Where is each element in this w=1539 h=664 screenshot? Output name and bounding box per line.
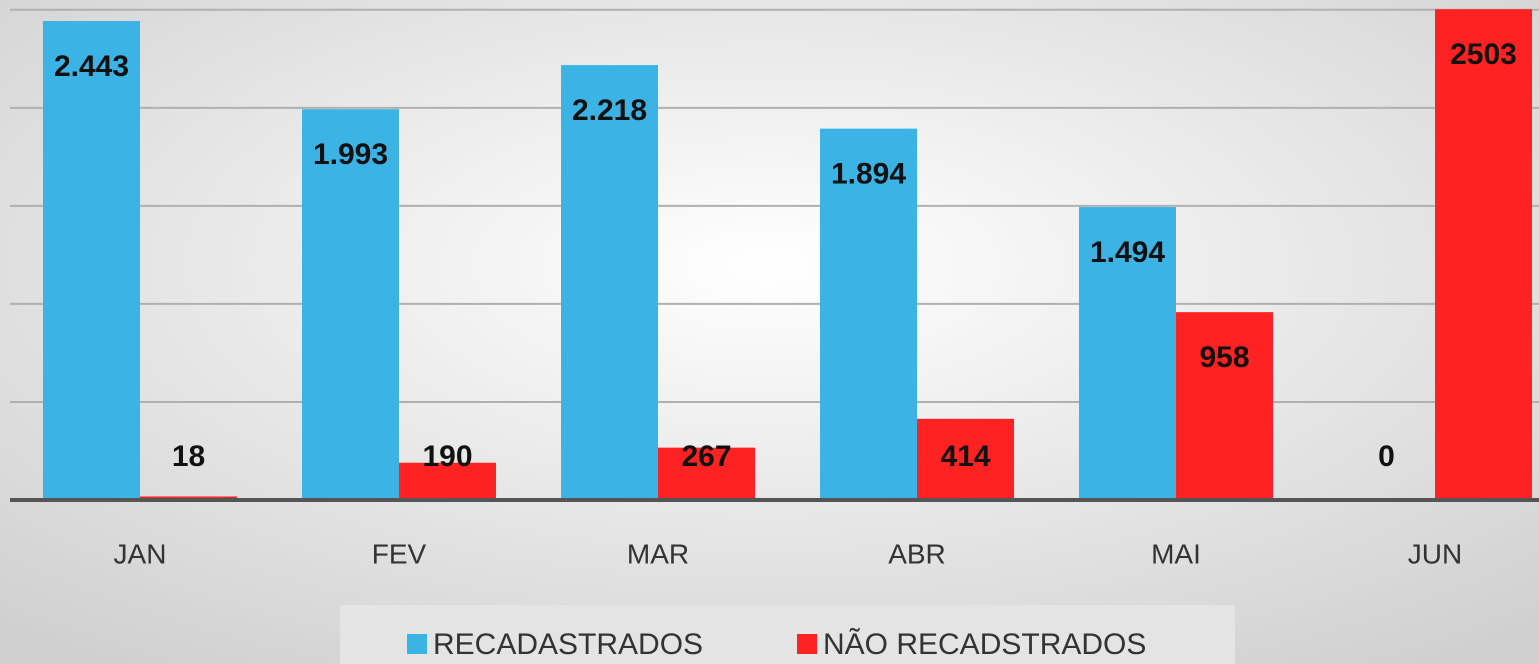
data-label: 1.894 [831,158,906,191]
bar [820,128,917,501]
legend-box [340,605,1235,664]
bar [917,418,1014,500]
bar [1079,207,1176,500]
legend-swatch [407,634,427,654]
bar [561,65,658,501]
bar [1435,9,1532,500]
data-label: 2.218 [572,94,647,127]
bar [658,447,755,500]
bar [1176,312,1273,500]
data-label: 0 [1378,440,1395,473]
x-tick-label: MAI [1151,538,1201,569]
x-tick-label: JAN [114,538,167,569]
x-tick-label: ABR [888,538,946,569]
data-label: 1.494 [1090,236,1165,269]
data-label: 414 [940,440,990,473]
legend-swatch [797,634,817,654]
data-label: 1.993 [313,138,388,171]
data-label: 2.443 [54,50,129,83]
bar [399,462,496,500]
x-tick-label: JUN [1408,538,1462,569]
data-label: 190 [422,440,472,473]
legend-label: NÃO RECADSTRADOS [823,627,1146,661]
data-label: 958 [1199,341,1249,374]
x-tick-label: MAR [627,538,689,569]
data-label: 18 [172,440,205,473]
data-label: 267 [681,440,731,473]
data-label: 2503 [1450,38,1517,71]
x-tick-label: FEV [372,538,427,569]
bar [43,20,140,500]
legend-label: RECADASTRADOS [433,628,703,661]
bar [302,109,399,500]
